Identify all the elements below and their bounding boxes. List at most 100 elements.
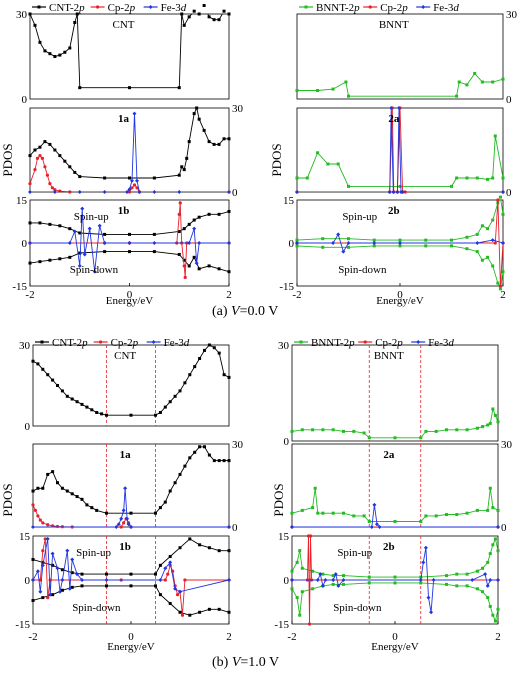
data-point [496,607,500,611]
data-point [197,215,201,219]
y-tick-label: 0 [22,238,28,250]
data-point [207,212,211,216]
y-axis-label: PDOS [0,483,15,516]
x-axis-label: Energy/eV [371,641,419,653]
data-point [154,584,157,588]
legend-entry: Cp-2p [111,337,139,349]
data-point [198,357,202,360]
x-tick-label: -2 [292,289,301,301]
data-point [311,587,315,591]
data-point [182,264,186,268]
data-point [488,552,492,556]
data-point [445,428,448,432]
data-point [372,502,377,507]
data-point [295,244,299,248]
y-tick-label: 30 [506,9,518,21]
data-point [457,80,461,84]
data-point [60,486,64,490]
panel-label: 2a [383,449,395,461]
data-point [491,176,495,180]
data-point [347,94,350,98]
y-tick-label: 15 [16,195,28,207]
panel-label: 1b [119,541,131,553]
data-point [396,106,401,110]
data-point [78,175,82,179]
legend-marker-1 [368,5,372,9]
data-point [311,428,315,432]
series-line [33,504,229,527]
series-line [33,538,229,616]
data-point [130,186,134,190]
data-point [207,15,211,19]
data-point [496,281,500,285]
legend-entry: CNT-2p [49,2,85,14]
data-point [227,549,231,553]
series-line [292,537,498,578]
data-point [134,178,139,183]
x-axis-label: Energy/eV [376,295,424,307]
data-point [217,351,221,355]
legend-entry: BNNT-2p [311,337,355,349]
data-point [501,176,505,180]
data-point [55,566,60,571]
data-point [152,176,156,180]
data-point [217,459,221,463]
data-point [342,429,345,433]
data-point [168,489,172,493]
series-line [30,202,229,278]
data-point [336,232,341,237]
data-point [194,261,199,266]
data-point [217,142,221,146]
data-point [182,23,186,27]
data-point [188,537,192,541]
data-point [192,218,196,222]
data-point [321,237,325,241]
data-point [75,495,79,499]
data-point [163,405,167,409]
data-point [43,537,47,541]
data-point [465,235,469,239]
data-point [207,546,211,550]
data-point [33,508,38,512]
data-point [68,165,72,169]
data-point [100,412,104,416]
data-point [58,53,62,57]
series-line [292,582,498,623]
data-point [53,148,57,152]
data-point [331,241,336,245]
data-point [123,486,128,491]
data-point [398,238,402,242]
x-tick-label: -2 [287,631,296,643]
series-group [30,202,229,278]
data-point [227,209,231,213]
data-point [424,244,428,248]
series-group [297,72,503,97]
data-point [352,429,356,433]
data-point [80,578,84,582]
data-point [187,15,191,19]
data-point [465,247,469,251]
data-point [445,582,448,586]
y-tick-label: 0 [232,522,238,534]
data-point [496,420,500,424]
series-group [30,211,229,235]
x-axis-label: Energy/eV [107,641,155,653]
y-tick-label: 0 [289,238,295,250]
legend-marker-1 [363,340,367,344]
y-tick-label: 30 [501,439,513,451]
data-point [50,551,55,556]
panel-label: 2a [388,113,400,125]
data-point [38,221,42,225]
data-point [82,252,87,257]
data-point [455,572,459,576]
data-point [36,486,40,490]
y-tick-label: 0 [25,575,31,587]
data-point [295,241,299,245]
data-point [180,12,184,16]
series-group [292,407,498,439]
data-point [31,503,35,507]
x-tick-label: 2 [495,631,501,643]
data-point [173,394,177,398]
data-point [51,593,55,597]
data-point [486,255,490,259]
